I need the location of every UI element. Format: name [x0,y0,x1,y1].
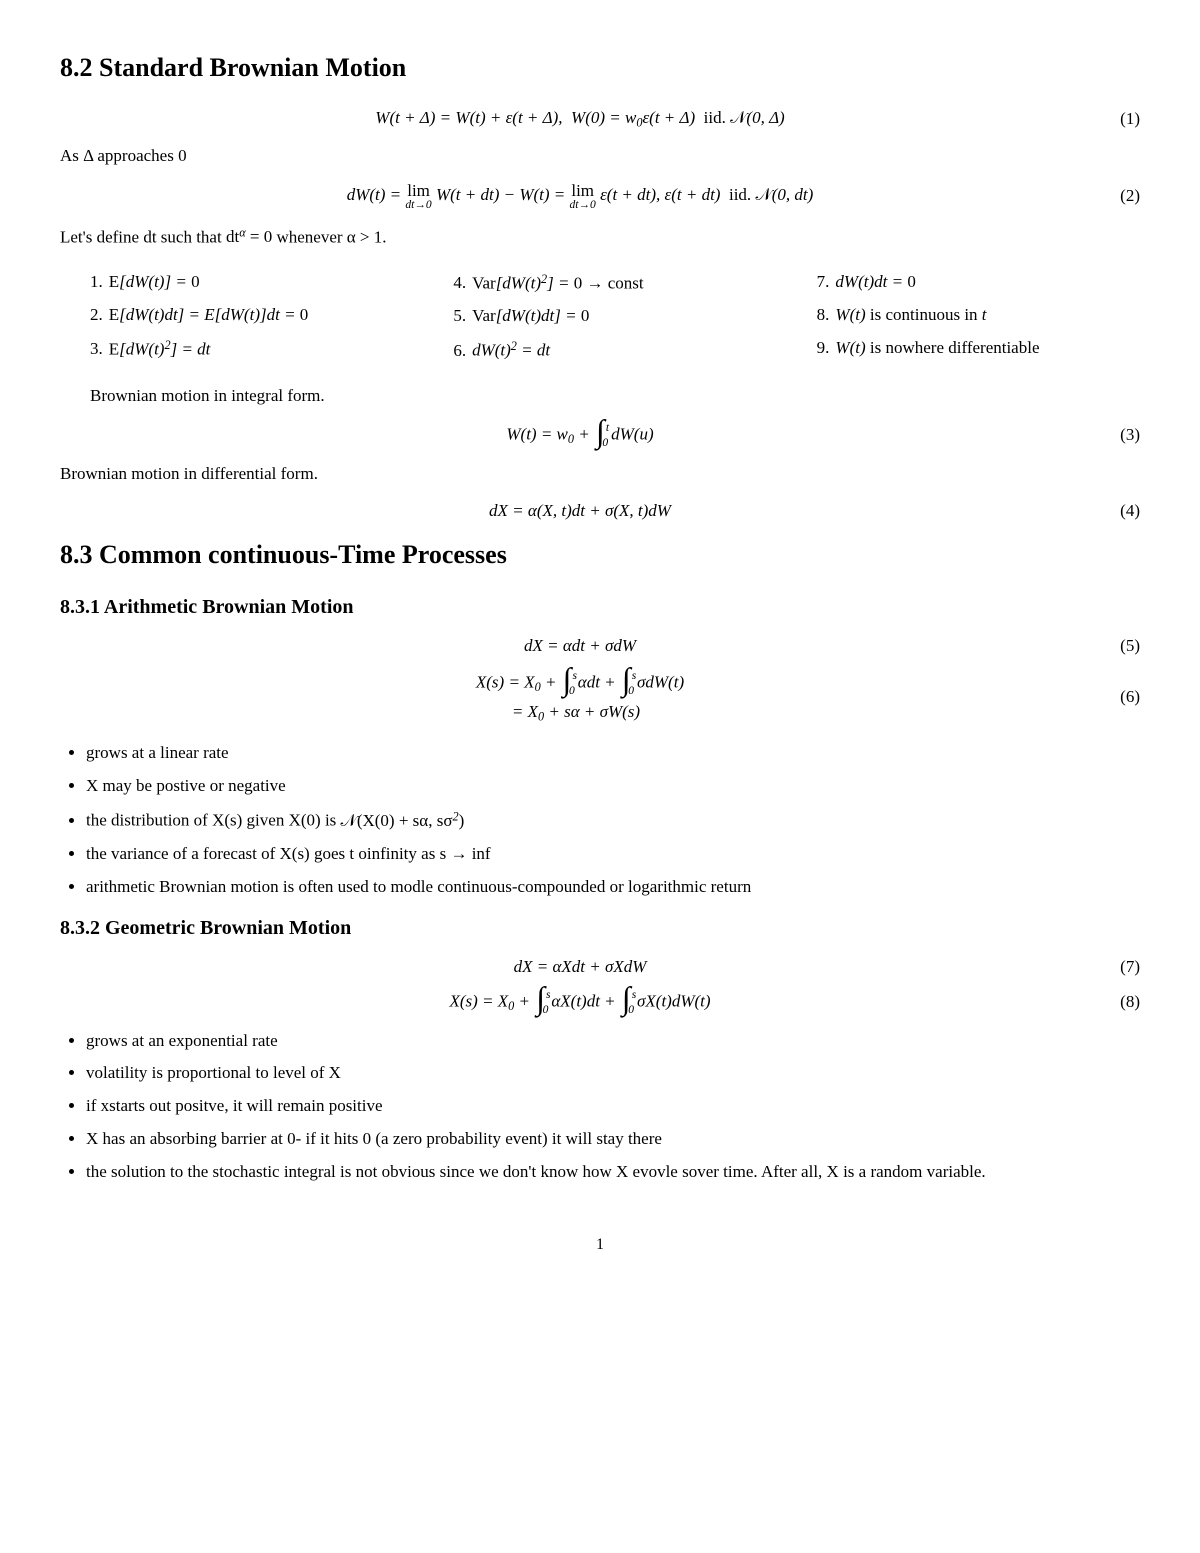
equation-number: (3) [1100,424,1140,447]
list-item: volatility is proportional to level of X [86,1062,1140,1085]
text-fragment: Let's define [60,227,143,246]
equation-6: X(s) = X0 + ∫s0 αdt + ∫s0 σdW(t) = X0 + … [60,666,1140,729]
equation-7: dX = αXdt + σXdW (7) [60,956,1140,979]
properties-list: 1.E[dW(t)] = 0 2.E[dW(t)dt] = E[dW(t)]dt… [90,261,1140,373]
section-heading-8-2: 8.2 Standard Brownian Motion [60,50,1140,85]
list-item: the distribution of X(s) given X(0) is 𝒩… [86,808,1140,832]
subsection-heading-8-3-1: 8.3.1 Arithmetic Brownian Motion [60,594,1140,621]
equation-2: dW(t) = limdt→0 W(t + dt) − W(t) = limdt… [60,182,1140,211]
equation-number: (7) [1100,956,1140,979]
property-item: 5.Var[dW(t)dt] = 0 [453,305,776,328]
arithmetic-bullets: grows at a linear rate X may be postive … [86,742,1140,898]
paragraph-integral-form: Brownian motion in integral form. [90,385,1140,408]
list-item: grows at an exponential rate [86,1030,1140,1053]
property-item: 7.dW(t)dt = 0 [817,271,1140,294]
equation-number: (2) [1100,185,1140,208]
equation-number: (4) [1100,500,1140,523]
equation-1: W(t + Δ) = W(t) + ε(t + Δ), W(0) = w0ε(t… [60,107,1140,131]
text-fragment: such that [157,227,226,246]
equation-number: (1) [1100,108,1140,131]
equation-number: (8) [1100,991,1140,1014]
geometric-bullets: grows at an exponential rate volatility … [86,1030,1140,1185]
paragraph-differential-form: Brownian motion in differential form. [60,463,1140,486]
property-item: 3.E[dW(t)2] = dt [90,337,413,361]
list-item: grows at a linear rate [86,742,1140,765]
list-item: arithmetic Brownian motion is often used… [86,876,1140,899]
property-item: 8.W(t) is continuous in t [817,304,1140,327]
section-heading-8-3: 8.3 Common continuous-Time Processes [60,537,1140,572]
page-number: 1 [60,1234,1140,1256]
subsection-heading-8-3-2: 8.3.2 Geometric Brownian Motion [60,915,1140,942]
property-item: 9.W(t) is nowhere differentiable [817,337,1140,360]
property-item: 4.Var[dW(t)2] = 0 → const [453,271,776,295]
equation-number: (6) [1100,686,1140,709]
equation-number: (5) [1100,635,1140,658]
list-item: the solution to the stochastic integral … [86,1161,1140,1184]
equation-3: W(t) = w0 + ∫t0 dW(u) (3) [60,422,1140,449]
list-item: if xstarts out positve, it will remain p… [86,1095,1140,1118]
property-item: 6.dW(t)2 = dt [453,338,776,362]
list-item: X has an absorbing barrier at 0- if it h… [86,1128,1140,1151]
text-fragment: whenever α > 1. [272,227,386,246]
paragraph-delta-approaches: As Δ approaches 0 [60,145,1140,168]
property-item: 1.E[dW(t)] = 0 [90,271,413,294]
list-item: X may be postive or negative [86,775,1140,798]
equation-8: X(s) = X0 + ∫s0 αX(t)dt + ∫s0 σX(t)dW(t)… [60,989,1140,1016]
paragraph-dt-definition: Let's define dt such that dtα = 0 whenev… [60,225,1140,249]
list-item: the variance of a forecast of X(s) goes … [86,843,1140,866]
property-item: 2.E[dW(t)dt] = E[dW(t)]dt = 0 [90,304,413,327]
equation-5: dX = αdt + σdW (5) [60,635,1140,658]
equation-4: dX = α(X, t)dt + σ(X, t)dW (4) [60,500,1140,523]
